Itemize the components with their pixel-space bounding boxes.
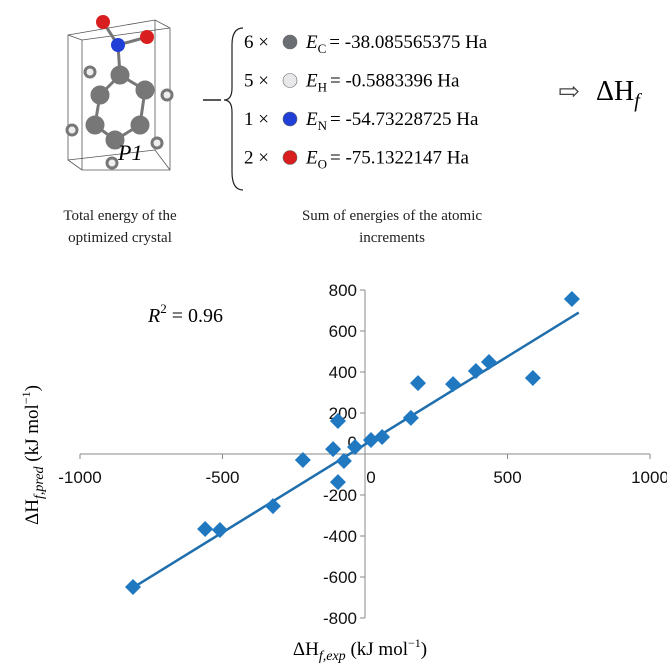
- label-part: ΔH: [293, 639, 319, 660]
- result-sub: f: [634, 90, 642, 112]
- point: [362, 432, 379, 449]
- caption-line: Total energy of the: [63, 208, 177, 224]
- increments: 6 × EC = -38.085565375 Ha5 × EH = -0.5883396…: [244, 32, 488, 172]
- y-tick-label: 800: [329, 281, 357, 300]
- symbol: E: [305, 148, 318, 169]
- cell-label: P1: [117, 140, 142, 165]
- x-tick-label: -1000: [58, 468, 101, 487]
- y-tick-label: -600: [323, 568, 357, 587]
- label-sup: −1: [19, 391, 33, 404]
- value: = -38.085565375 Ha: [329, 32, 488, 53]
- point: [329, 474, 346, 491]
- caption-line: Sum of energies of the atomic: [302, 208, 482, 224]
- y-tick-label: 400: [329, 363, 357, 382]
- point: [410, 375, 427, 392]
- label-part: ): [421, 639, 427, 660]
- y-tick-label: -800: [323, 609, 357, 628]
- energy: EC = -38.085565375 Ha: [305, 32, 488, 56]
- element: O: [318, 157, 327, 172]
- point: [445, 376, 462, 393]
- increment: 5 ×: [244, 71, 269, 92]
- energy: EH = -0.5883396 Ha: [305, 71, 460, 95]
- count: 2 ×: [244, 148, 269, 169]
- point: [211, 522, 228, 539]
- energy: EN = -54.73228725 Ha: [305, 109, 479, 133]
- element: C: [318, 41, 327, 56]
- point: [335, 452, 352, 469]
- point: [467, 362, 484, 379]
- increment: 2 ×: [244, 148, 269, 169]
- x-axis-label: ΔHf,exp (kJ mol−1): [293, 636, 427, 664]
- point: [563, 291, 580, 308]
- energy: EO = -75.1322147 Ha: [305, 148, 470, 172]
- annotation: R2 = 0.96: [147, 301, 223, 327]
- point: [125, 579, 142, 596]
- atom: [282, 73, 298, 88]
- increment: 1 ×: [244, 109, 269, 130]
- result-symbol: ΔH: [596, 76, 634, 107]
- value: = -75.1322147 Ha: [330, 148, 470, 169]
- value: = -54.73228725 Ha: [330, 109, 479, 130]
- y-tick-label: -200: [323, 486, 357, 505]
- point: [480, 353, 497, 370]
- crystal-structure: [67, 19, 171, 171]
- count: 1 ×: [244, 109, 269, 130]
- label-part: ΔH: [22, 499, 43, 525]
- point: [374, 428, 391, 445]
- point: [347, 439, 364, 456]
- annotation-sup: 2: [160, 301, 167, 316]
- atom: [282, 111, 298, 127]
- point: [325, 441, 342, 458]
- brace: [223, 27, 244, 191]
- point: [294, 451, 311, 468]
- symbol: E: [305, 109, 318, 130]
- chart: -1000-50005001000-800-600-400-2000200400…: [58, 281, 667, 628]
- element: H: [318, 80, 327, 95]
- arrow: ⇨: [558, 77, 580, 106]
- symbol: E: [305, 71, 318, 92]
- x-tick-label: 0: [366, 468, 375, 487]
- label-sup: −1: [408, 636, 421, 650]
- annotation-part: = 0.96: [167, 305, 223, 327]
- caption-right: Sum of energies of the atomic increments: [302, 208, 482, 246]
- label-sub: f,pred: [32, 465, 47, 499]
- y-tick-label: 600: [329, 322, 357, 341]
- y-axis-label: ΔHf,pred (kJ mol−1): [19, 385, 47, 525]
- caption-line: optimized crystal: [68, 230, 172, 246]
- increment: 6 ×: [244, 32, 269, 53]
- count: 5 ×: [244, 71, 269, 92]
- atom: [282, 34, 298, 50]
- symbol: E: [305, 32, 318, 53]
- point: [524, 369, 541, 386]
- point: [329, 412, 346, 429]
- point: [264, 498, 281, 515]
- label-part: ): [22, 385, 43, 391]
- value: = -0.5883396 Ha: [330, 71, 460, 92]
- x-tick-label: 1000: [631, 468, 667, 487]
- x-tick-label: -500: [205, 468, 239, 487]
- molecule: [65, 15, 174, 170]
- atom: [282, 150, 298, 165]
- label-sub: f,exp: [319, 649, 346, 664]
- caption-left: Total energy of the optimized crystal: [63, 208, 177, 246]
- caption-line: increments: [359, 230, 425, 246]
- element: N: [318, 118, 328, 133]
- x-tick-label: 500: [493, 468, 521, 487]
- label-part: (kJ mol: [346, 639, 408, 660]
- y-tick-label: -400: [323, 527, 357, 546]
- point: [402, 409, 419, 426]
- point: [197, 521, 214, 538]
- annotation-part: R: [147, 305, 160, 327]
- result: ΔHf: [596, 76, 642, 112]
- label-part: (kJ mol: [22, 404, 43, 466]
- count: 6 ×: [244, 32, 269, 53]
